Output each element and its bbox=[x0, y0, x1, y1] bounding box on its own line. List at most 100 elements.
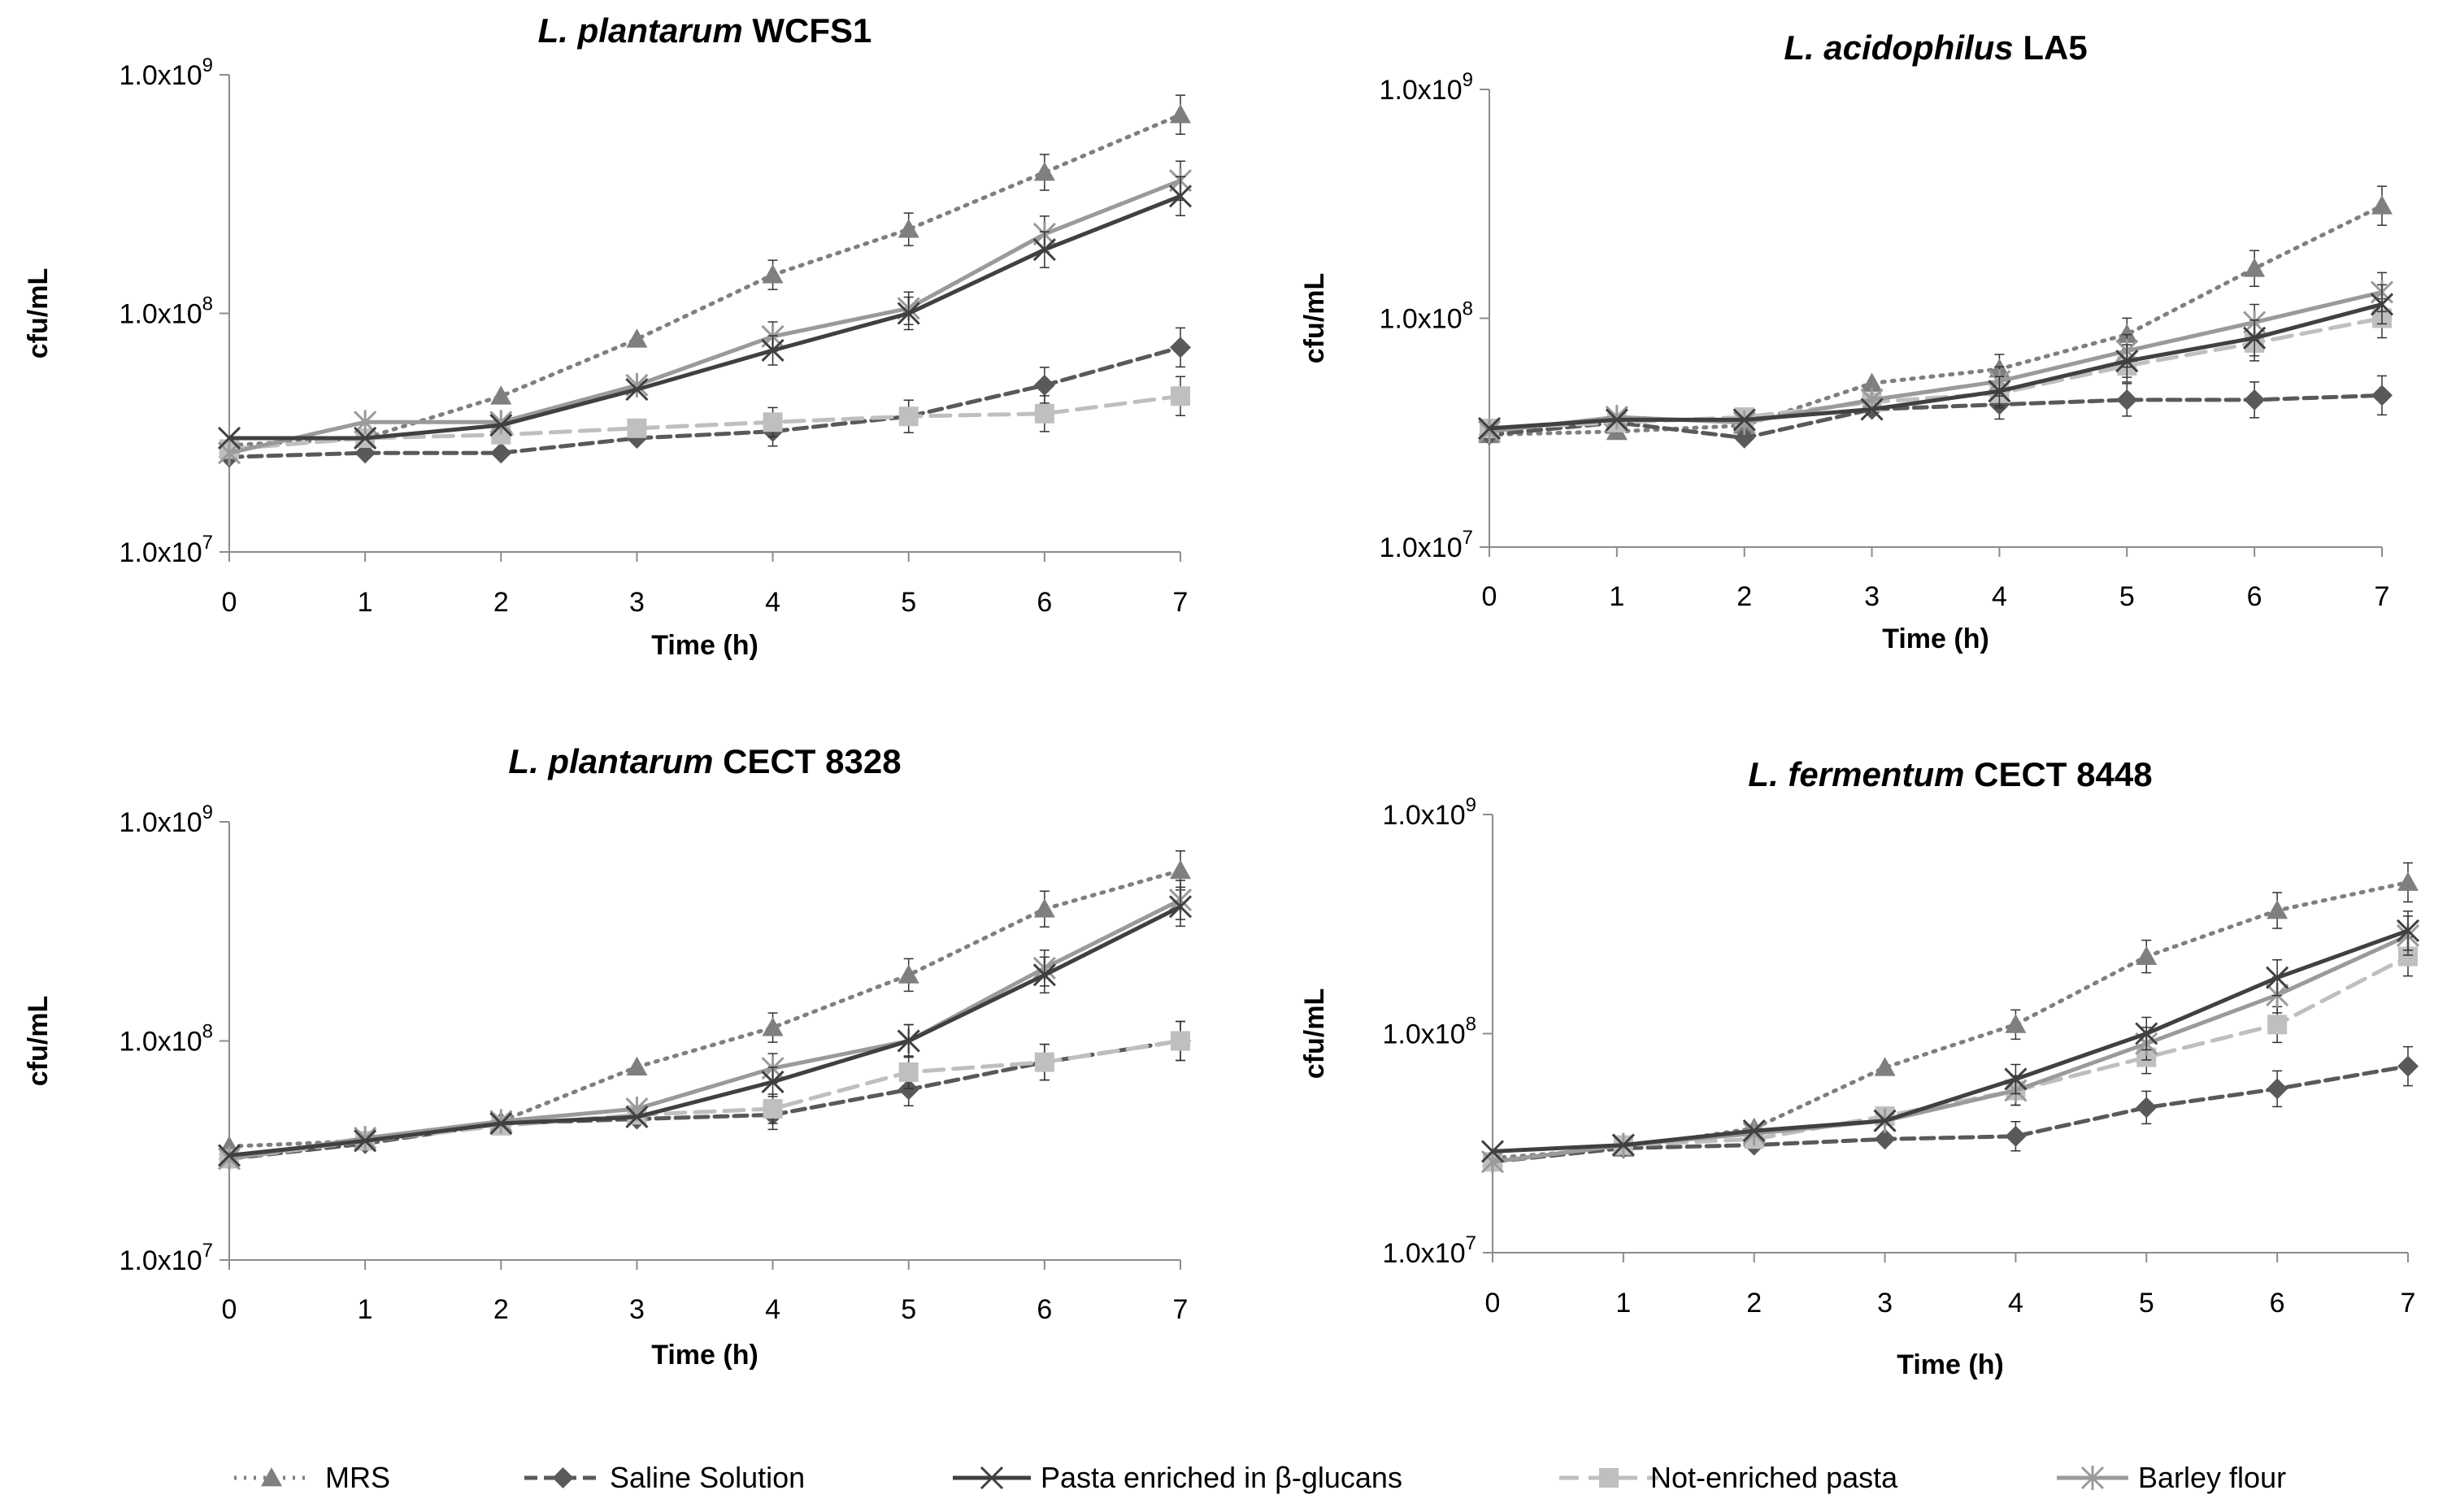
y-tick-label: 1.0x108 bbox=[120, 293, 213, 330]
x-tick-label: 6 bbox=[1037, 1294, 1052, 1325]
legend-item-pasta-enriched-in-glucans: Pasta enriched in β-glucans bbox=[953, 1461, 1402, 1494]
data-point bbox=[2135, 1022, 2158, 1045]
data-point bbox=[489, 1111, 513, 1136]
x-tick-label: 7 bbox=[1173, 587, 1189, 618]
data-point bbox=[627, 418, 647, 438]
y-tick-label: 1.0x107 bbox=[1380, 527, 1473, 563]
legend-item-mrs: MRS bbox=[234, 1461, 390, 1494]
legend-marker bbox=[261, 1467, 282, 1487]
data-point bbox=[898, 219, 919, 238]
data-point bbox=[2370, 293, 2394, 316]
data-point bbox=[2244, 389, 2266, 411]
data-point bbox=[1480, 1140, 1505, 1163]
data-point bbox=[354, 1129, 377, 1153]
data-point bbox=[1742, 1121, 1766, 1146]
chart-title-species: L. acidophilus bbox=[1784, 28, 2013, 67]
legend-marker bbox=[1599, 1468, 1619, 1488]
data-point bbox=[490, 442, 512, 464]
legend-item-saline-solution: Saline Solution bbox=[524, 1461, 805, 1494]
x-axis-label: Time (h) bbox=[651, 630, 758, 661]
data-point bbox=[2266, 966, 2289, 989]
data-point bbox=[2267, 899, 2288, 919]
data-point bbox=[2397, 871, 2419, 891]
data-point bbox=[763, 1098, 783, 1119]
legend-label: Not-enriched pasta bbox=[1650, 1461, 1898, 1494]
chart-title-species: L. plantarum bbox=[538, 11, 743, 50]
chart-panel-3: L. plantarum CECT 8328 1.0x107 1.0x108 1.0x… bbox=[23, 742, 1193, 1371]
data-point bbox=[1168, 185, 1193, 208]
data-point bbox=[2371, 385, 2393, 406]
series-line-saline-solution bbox=[227, 345, 1183, 459]
data-point bbox=[1171, 1031, 1190, 1051]
data-point bbox=[1477, 416, 1502, 441]
chart-panel-1: L. plantarum WCFS1 1.0x107 1.0x108 1.0x109 0… bbox=[23, 11, 1193, 661]
data-point bbox=[2136, 1097, 2158, 1119]
series-line-saline-solution bbox=[1490, 1064, 2410, 1164]
x-tick-label: 2 bbox=[1746, 1288, 1762, 1319]
chart-panel-2: L. acidophilus LA5 1.0x107 1.0x108 1.0x109 0… bbox=[1299, 28, 2394, 654]
data-point bbox=[2397, 1055, 2419, 1077]
legend-marker bbox=[980, 1466, 1004, 1490]
x-tick-label: 0 bbox=[222, 1294, 237, 1325]
data-point bbox=[625, 1105, 649, 1129]
x-tick-label: 5 bbox=[901, 1294, 916, 1325]
data-point bbox=[1032, 238, 1056, 262]
series-line-pasta-enriched-in-glucans bbox=[227, 193, 1183, 441]
data-point bbox=[761, 338, 785, 363]
data-point bbox=[898, 964, 919, 984]
data-point bbox=[1873, 1109, 1897, 1132]
series-line-mrs bbox=[227, 112, 1183, 448]
series-line-mrs bbox=[1490, 880, 2410, 1161]
series-line-pasta-enriched-in-glucans bbox=[227, 904, 1183, 1158]
data-point bbox=[1170, 104, 1191, 124]
data-point bbox=[898, 1079, 919, 1101]
chart-title-strain: WCFS1 bbox=[743, 11, 872, 50]
chart-title: L. plantarum CECT 8328 bbox=[508, 742, 901, 780]
y-tick-label: 1.0x109 bbox=[1383, 794, 1476, 831]
data-point bbox=[1605, 405, 1628, 430]
series-pasta-enriched-in-glucans bbox=[217, 176, 1193, 450]
data-point bbox=[1605, 408, 1628, 432]
x-tick-label: 0 bbox=[1485, 1288, 1501, 1319]
x-tick-label: 7 bbox=[2401, 1288, 2416, 1319]
x-tick-label: 4 bbox=[765, 1294, 780, 1325]
y-tick-label: 1.0x107 bbox=[1383, 1232, 1476, 1269]
x-axis-label: Time (h) bbox=[1897, 1349, 2004, 1380]
legend-label: Saline Solution bbox=[610, 1461, 805, 1494]
data-point bbox=[217, 1144, 241, 1167]
chart-title-strain: LA5 bbox=[2014, 28, 2088, 67]
y-tick-label: 1.0x108 bbox=[1380, 298, 1473, 335]
chart-title-strain: CECT 8328 bbox=[713, 742, 901, 780]
x-tick-label: 1 bbox=[358, 1294, 373, 1325]
data-point bbox=[354, 1126, 377, 1151]
chart-panel-4: L. fermentum CECT 8448 1.0x107 1.0x108 1.0x… bbox=[1299, 755, 2420, 1380]
data-point bbox=[1033, 162, 1055, 181]
y-axis-label: cfu/mL bbox=[1299, 273, 1330, 363]
data-point bbox=[2243, 326, 2267, 350]
data-point bbox=[1988, 380, 2011, 403]
series-pasta-enriched-in-glucans bbox=[1477, 284, 2394, 441]
chart-title: L. acidophilus LA5 bbox=[1784, 28, 2087, 67]
x-axis-label: Time (h) bbox=[1882, 623, 1989, 654]
y-tick-label: 1.0x108 bbox=[120, 1021, 213, 1058]
data-point bbox=[2371, 195, 2393, 215]
x-tick-label: 3 bbox=[1877, 1288, 1893, 1319]
data-point bbox=[354, 426, 377, 450]
data-point bbox=[2115, 350, 2139, 373]
chart-title-species: L. plantarum bbox=[508, 742, 713, 780]
data-point bbox=[897, 1029, 920, 1053]
x-tick-label: 6 bbox=[1037, 587, 1052, 618]
y-axis-label: cfu/mL bbox=[23, 996, 54, 1086]
data-point bbox=[1034, 1052, 1054, 1072]
data-point bbox=[1170, 337, 1191, 358]
data-point bbox=[1171, 386, 1190, 406]
legend-marker bbox=[2080, 1466, 2105, 1490]
data-point bbox=[1733, 427, 1755, 449]
data-point bbox=[1874, 1057, 1896, 1076]
x-tick-label: 3 bbox=[629, 1294, 645, 1325]
data-point bbox=[2005, 1125, 2027, 1147]
series-mrs bbox=[1482, 862, 2419, 1167]
data-point bbox=[1032, 963, 1056, 987]
y-tick-label: 1.0x107 bbox=[120, 1240, 213, 1276]
data-point bbox=[1170, 859, 1191, 880]
